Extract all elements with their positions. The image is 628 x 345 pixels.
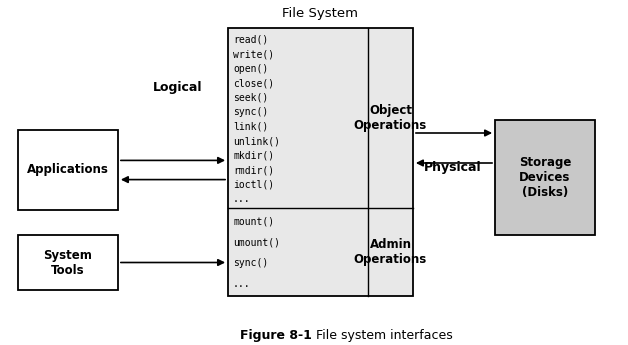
Text: rmdir(): rmdir()	[233, 165, 274, 175]
Text: Object
Operations: Object Operations	[354, 104, 427, 132]
Text: ioctl(): ioctl()	[233, 180, 274, 190]
Text: File system interfaces: File system interfaces	[316, 329, 453, 343]
Bar	[18, 130, 118, 210]
Text: mkdir(): mkdir()	[233, 151, 274, 161]
Text: link(): link()	[233, 122, 268, 132]
Text: open(): open()	[233, 64, 268, 74]
Text: close(): close()	[233, 78, 274, 88]
Text: Figure 8-1: Figure 8-1	[240, 329, 312, 343]
Text: unlink(): unlink()	[233, 136, 280, 146]
Text: Applications: Applications	[27, 164, 109, 177]
Text: write(): write()	[233, 49, 274, 59]
Text: Admin
Operations: Admin Operations	[354, 238, 427, 266]
Text: Logical: Logical	[153, 81, 203, 95]
Text: sync(): sync()	[233, 107, 268, 117]
Text: Storage
Devices
(Disks): Storage Devices (Disks)	[519, 156, 571, 199]
Text: read(): read()	[233, 35, 268, 45]
Text: Physical: Physical	[424, 161, 482, 175]
Text: umount(): umount()	[233, 237, 280, 247]
Text: ...: ...	[233, 194, 251, 204]
Text: seek(): seek()	[233, 93, 268, 103]
Text: File System: File System	[283, 7, 359, 20]
Text: ...: ...	[233, 278, 251, 288]
Text: System
Tools: System Tools	[43, 248, 92, 276]
Bar	[18, 235, 118, 290]
Text: sync(): sync()	[233, 258, 268, 268]
Bar	[228, 28, 413, 296]
Text: mount(): mount()	[233, 216, 274, 226]
Bar	[495, 120, 595, 235]
